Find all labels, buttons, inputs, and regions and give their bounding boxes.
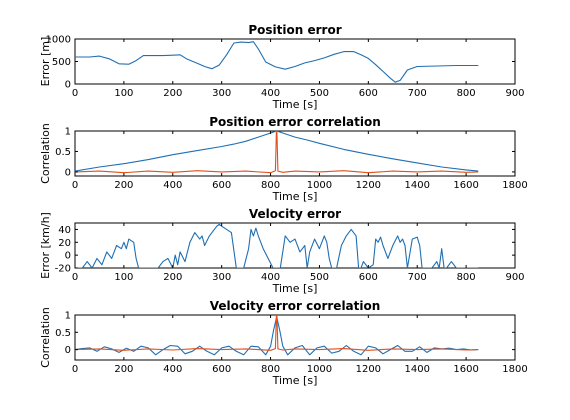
axes-frame <box>74 38 516 85</box>
x-tick-label: 600 <box>359 88 378 99</box>
x-tick-label: 1000 <box>307 364 332 375</box>
y-tick-label: 0 <box>65 167 71 178</box>
x-tick-label: 200 <box>114 364 133 375</box>
x-tick-label: 1800 <box>502 364 527 375</box>
x-tick-label: 400 <box>163 364 182 375</box>
x-tick-label: 100 <box>114 88 133 99</box>
chart-panel-1: 0 100 200 300 400 500 600 700 800 900 0 500 1000 Posi… <box>39 23 525 111</box>
x-tick-label: 1200 <box>356 180 381 191</box>
chart-title: Position error correlation <box>209 115 381 129</box>
x-tick-label: 500 <box>310 88 329 99</box>
x-tick-label: 700 <box>408 272 427 283</box>
y-tick-label: 0 <box>65 345 71 356</box>
x-axis-label: Time [s] <box>272 374 318 387</box>
y-tick-label: -20 <box>55 264 71 275</box>
x-tick-label: 1800 <box>502 180 527 191</box>
x-axis-label: Time [s] <box>272 190 318 203</box>
x-tick-label: 400 <box>163 180 182 191</box>
x-tick-label: 800 <box>457 88 476 99</box>
y-tick-label: 0 <box>65 251 71 262</box>
series-line-1 <box>75 41 479 83</box>
axes-frame <box>74 314 516 361</box>
x-tick-label: 0 <box>72 88 78 99</box>
x-tick-label: 800 <box>261 364 280 375</box>
chart-panel-4: 0 200 400 600 800 1000 1200 1400 1600 1800 0 0.5 1 Ve… <box>39 299 528 387</box>
x-tick-label: 300 <box>212 88 231 99</box>
y-tick-label: 500 <box>52 57 71 68</box>
x-tick-label: 800 <box>457 272 476 283</box>
x-tick-label: 1600 <box>453 180 478 191</box>
axes-frame <box>74 222 516 269</box>
y-tick-label: 20 <box>58 238 71 249</box>
chart-title: Velocity error correlation <box>210 299 381 313</box>
x-tick-label: 400 <box>261 272 280 283</box>
y-axis-label: Correlation <box>39 123 52 184</box>
y-tick-label: 1 <box>65 311 71 322</box>
series-line-2 <box>75 131 479 174</box>
x-axis-label: Time [s] <box>272 282 318 295</box>
y-tick-label: 0 <box>65 80 71 91</box>
chart-title: Position error <box>248 23 341 37</box>
x-tick-label: 200 <box>163 88 182 99</box>
x-tick-label: 0 <box>72 364 78 375</box>
axes-frame <box>74 130 516 177</box>
x-tick-label: 900 <box>505 272 524 283</box>
x-tick-label: 600 <box>212 364 231 375</box>
x-axis-label: Time [s] <box>272 98 318 111</box>
y-tick-label: 1000 <box>46 35 71 46</box>
x-tick-label: 600 <box>359 272 378 283</box>
chart-panel-2: 0 200 400 600 800 1000 1200 1400 1600 1800 0 0.5 1 Po… <box>39 115 528 203</box>
x-tick-label: 1000 <box>307 180 332 191</box>
x-tick-label: 400 <box>261 88 280 99</box>
y-tick-label: 0.5 <box>55 328 71 339</box>
y-tick-label: 1 <box>65 127 71 138</box>
x-tick-label: 1400 <box>404 364 429 375</box>
x-tick-label: 1600 <box>453 364 478 375</box>
x-tick-label: 200 <box>163 272 182 283</box>
x-tick-label: 600 <box>212 180 231 191</box>
x-tick-label: 300 <box>212 272 231 283</box>
x-tick-label: 200 <box>114 180 133 191</box>
x-tick-label: 800 <box>261 180 280 191</box>
x-tick-label: 700 <box>408 88 427 99</box>
y-tick-label: 0.5 <box>55 147 71 158</box>
x-tick-label: 100 <box>114 272 133 283</box>
x-tick-label: 500 <box>310 272 329 283</box>
chart-panel-3: 0 100 200 300 400 500 600 700 800 900-2002040Velo… <box>39 207 525 295</box>
series-line-1 <box>75 131 479 172</box>
y-tick-label: 40 <box>58 225 71 236</box>
chart-title: Velocity error <box>249 207 341 221</box>
x-tick-label: 1200 <box>356 364 381 375</box>
x-tick-label: 0 <box>72 272 78 283</box>
x-tick-label: 900 <box>505 88 524 99</box>
x-tick-label: 0 <box>72 180 78 191</box>
y-axis-label: Error [km/h] <box>39 212 52 279</box>
y-axis-label: Error [m] <box>39 37 52 87</box>
x-tick-label: 1400 <box>404 180 429 191</box>
y-axis-label: Correlation <box>39 307 52 368</box>
series-line-2 <box>75 315 479 351</box>
